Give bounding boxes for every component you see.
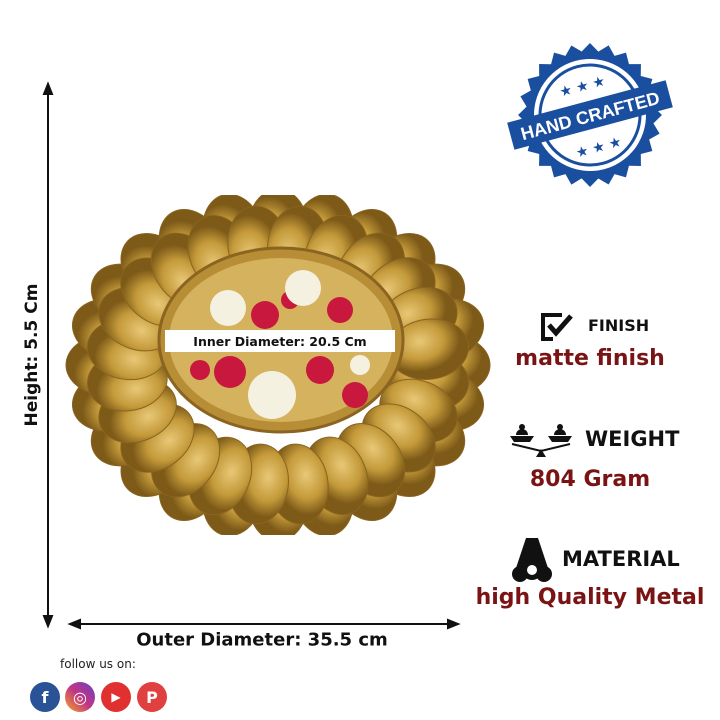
handcrafted-badge: HAND CRAFTED ★ ★ ★ ★ ★ ★ bbox=[507, 43, 673, 187]
outer-diameter-label: Outer Diameter: 35.5 cm bbox=[136, 629, 388, 651]
metal-pipes-icon bbox=[512, 538, 552, 582]
finish-value: matte finish bbox=[515, 346, 665, 371]
checkbox-icon bbox=[541, 313, 573, 341]
follow-us-label: follow us on: bbox=[60, 657, 136, 671]
weight-value: 804 Gram bbox=[529, 467, 651, 492]
pinterest-icon[interactable]: P bbox=[137, 682, 167, 712]
weight-title: WEIGHT bbox=[585, 427, 680, 451]
youtube-icon[interactable]: ▶ bbox=[101, 682, 131, 712]
height-label: Height: 5.5 Cm bbox=[22, 283, 42, 427]
finish-title: FINISH bbox=[588, 316, 650, 335]
inner-diameter-label: Inner Diameter: 20.5 Cm bbox=[165, 330, 395, 352]
instagram-icon[interactable]: ◎ bbox=[65, 682, 95, 712]
material-title: MATERIAL bbox=[562, 547, 680, 571]
lotus-tray-image bbox=[65, 195, 491, 535]
scale-icon bbox=[510, 424, 572, 457]
material-value: high Quality Metal bbox=[475, 585, 705, 610]
facebook-icon[interactable]: f bbox=[30, 682, 60, 712]
